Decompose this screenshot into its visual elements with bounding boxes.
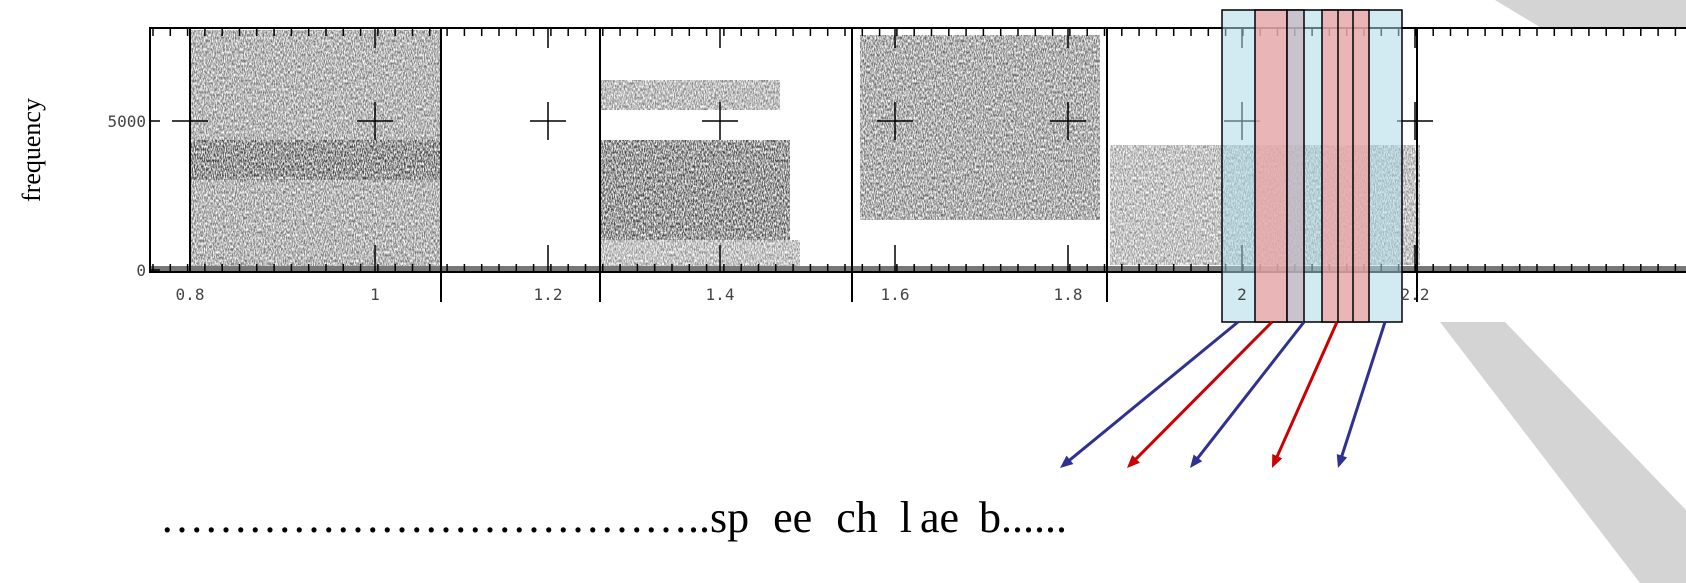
arrow-shaft [1273,321,1339,462]
transcript-lead: ……………………………….. [160,493,710,542]
segment-highlight [1221,9,1403,323]
arrow-shaft [1065,320,1239,465]
y-tick-label: 0 [136,261,146,280]
x-tick-label: 2 [1237,285,1247,304]
arrow-head [1272,454,1283,468]
phone: ch [836,493,878,542]
phone: ae [920,493,959,542]
x-tick-label: 1 [370,285,380,304]
x-tick-label: 1.4 [706,285,735,304]
frame-lines [189,28,1418,302]
phone: b...... [979,493,1067,542]
x-tick-label: 1.6 [881,285,910,304]
x-tick-label: 1.2 [534,285,563,304]
transcript: ………………………………..sp ee ch l ae b...... [160,493,1067,542]
y-axis-label: frequency [17,98,46,202]
arrow-head [1190,454,1203,468]
arrow-head [1060,455,1074,468]
arrow-head [1336,454,1348,468]
phone: ee [773,493,812,542]
decor [1440,322,1686,583]
arrow-shaft [1339,321,1387,461]
arrows [1060,320,1387,468]
spectrogram [150,28,1686,272]
x-tick-label: 2.2 [1401,285,1430,304]
x-tick-label: 0.8 [176,285,205,304]
x-tick-label: 1.8 [1054,285,1083,304]
phone: sp [710,493,749,542]
y-tick-label: 5000 [107,112,146,131]
arrow-shaft [1131,320,1274,464]
phone: l [900,493,912,542]
arrow-shaft [1193,321,1306,463]
arrow-head [1127,455,1140,468]
